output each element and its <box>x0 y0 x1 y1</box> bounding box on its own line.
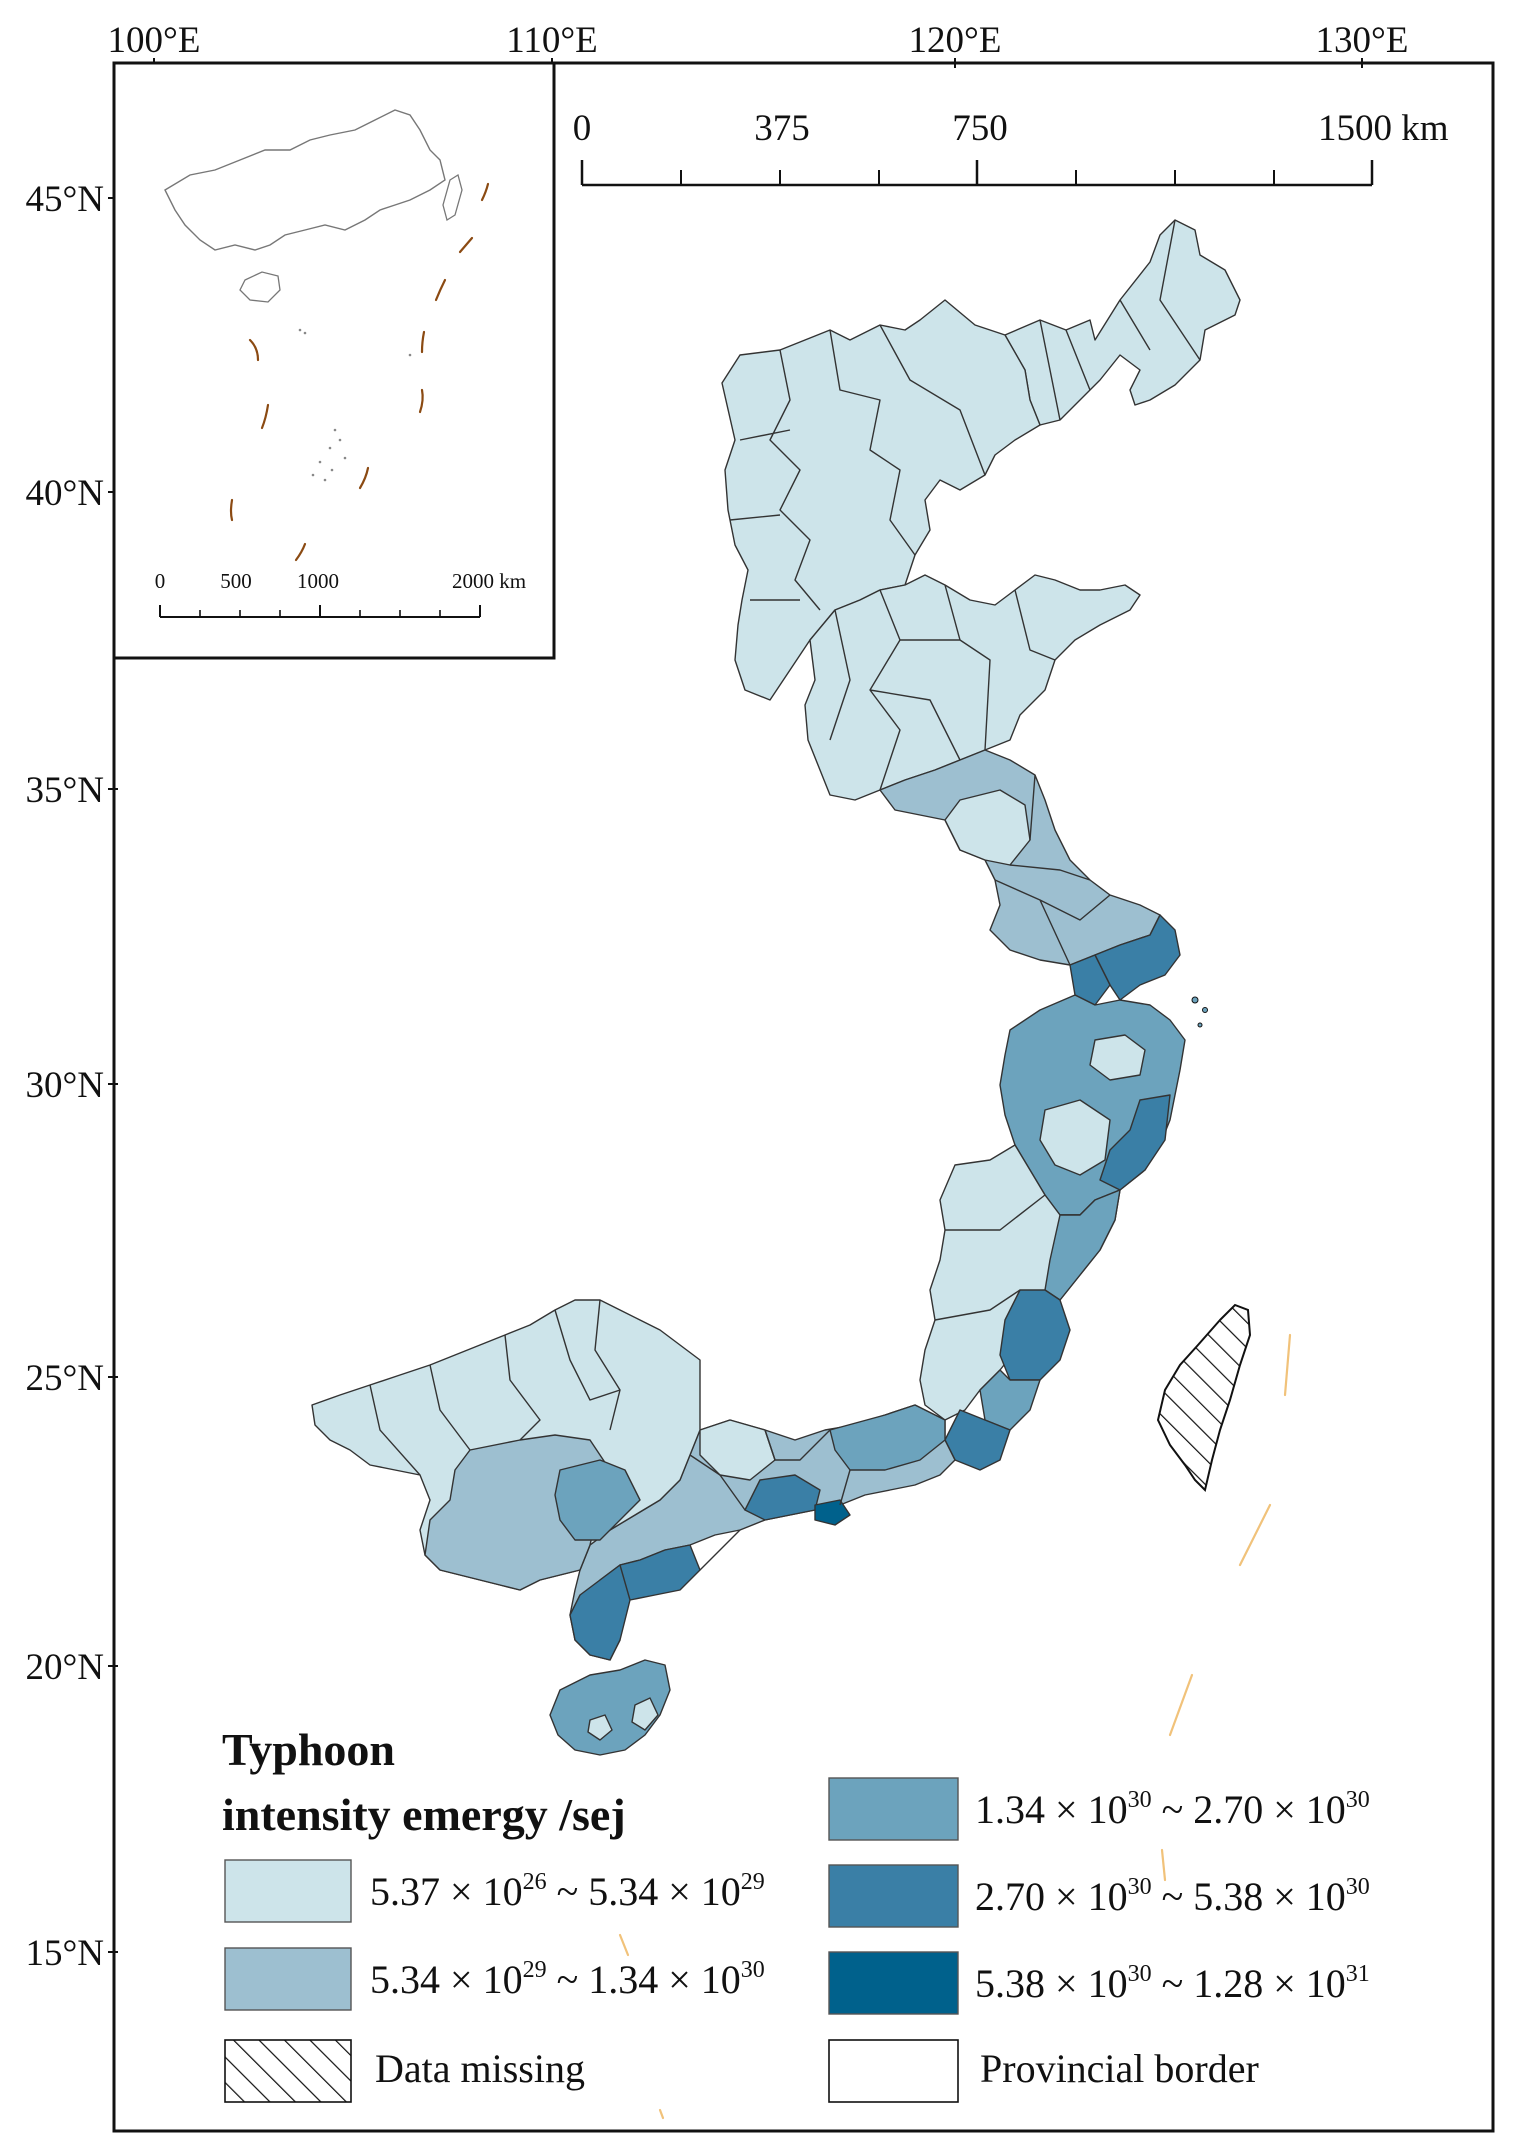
inset-frame <box>112 61 556 660</box>
lat-tick-15: 15°N <box>25 1933 104 1974</box>
legend-swatch-c4 <box>828 1864 959 1928</box>
inset-scale-label-2000: 2000 km <box>452 569 526 593</box>
legend-title-line2: intensity emergy /sej <box>222 1789 626 1840</box>
lat-ticks: 45°N 40°N 35°N 30°N 25°N 20°N 15°N <box>25 179 118 1974</box>
legend-swatch-c5 <box>828 1951 959 2015</box>
map-frame <box>112 61 1495 2133</box>
lon-tick-110: 110°E <box>506 20 598 61</box>
inset-china-outline <box>164 109 446 251</box>
scale-bar: 0 375 750 1500 km <box>573 108 1449 187</box>
lat-tick-40: 40°N <box>25 473 104 514</box>
region-shanghai <box>1094 914 1181 1001</box>
inset-map: 0 500 1000 2000 km <box>112 61 556 660</box>
legend-label-provincial-border: Provincial border <box>980 2046 1259 2091</box>
lon-tick-120: 120°E <box>909 20 1002 61</box>
inset-scale-label-1000: 1000 <box>297 569 339 593</box>
legend-label-c3: 1.34 × 1030 ~ 2.70 × 1030 <box>975 1771 1370 1832</box>
region-jiangsu <box>879 749 1161 966</box>
lat-tick-25: 25°N <box>25 1358 104 1399</box>
legend-swatch-c3 <box>828 1777 959 1841</box>
nine-dash-line <box>229 182 490 562</box>
inset-scale-label-500: 500 <box>220 569 252 593</box>
region-hebei <box>721 299 1041 701</box>
legend-label-c5: 5.38 × 1030 ~ 1.28 × 1031 <box>975 1945 1370 2006</box>
scale-label-0: 0 <box>573 108 592 149</box>
legend-swatch-c2 <box>224 1947 352 2011</box>
lon-tick-100: 100°E <box>108 20 201 61</box>
scale-label-375: 375 <box>754 108 810 149</box>
legend-label-c4: 2.70 × 1030 ~ 5.38 × 1030 <box>975 1858 1370 1919</box>
legend-swatch-c1 <box>224 1859 352 1923</box>
legend-label-data-missing: Data missing <box>375 2046 585 2091</box>
region-taiwan <box>1156 1303 1252 1492</box>
lat-tick-20: 20°N <box>25 1647 104 1688</box>
inset-scale-bar: 0 500 1000 2000 km <box>155 569 526 618</box>
faint-boundary-dashes <box>618 1333 1292 2120</box>
region-hainan <box>549 1659 671 1756</box>
legend: Typhoon intensity emergy /sej 5.37 × 102… <box>222 1724 1370 2103</box>
china-coastal-map <box>311 219 1252 1756</box>
lat-tick-45: 45°N <box>25 179 104 220</box>
legend-swatch-provincial-border <box>828 2039 959 2103</box>
scale-label-1500: 1500 km <box>1318 108 1449 149</box>
legend-title-line1: Typhoon <box>222 1724 395 1775</box>
inset-islets <box>298 328 412 482</box>
legend-swatch-data-missing <box>224 2039 352 2103</box>
region-liaoning <box>1004 219 1241 426</box>
lon-tick-130: 130°E <box>1316 20 1409 61</box>
inset-scale-label-0: 0 <box>155 569 166 593</box>
legend-label-c1: 5.37 × 1026 ~ 5.34 × 1029 <box>370 1853 765 1914</box>
lon-ticks: 100°E 110°E 120°E 130°E <box>108 20 1409 68</box>
lat-tick-35: 35°N <box>25 770 104 811</box>
region-shandong <box>804 574 1141 801</box>
legend-label-c2: 5.34 × 1029 ~ 1.34 × 1030 <box>370 1941 765 2002</box>
scale-label-750: 750 <box>952 108 1008 149</box>
lat-tick-30: 30°N <box>25 1065 104 1106</box>
